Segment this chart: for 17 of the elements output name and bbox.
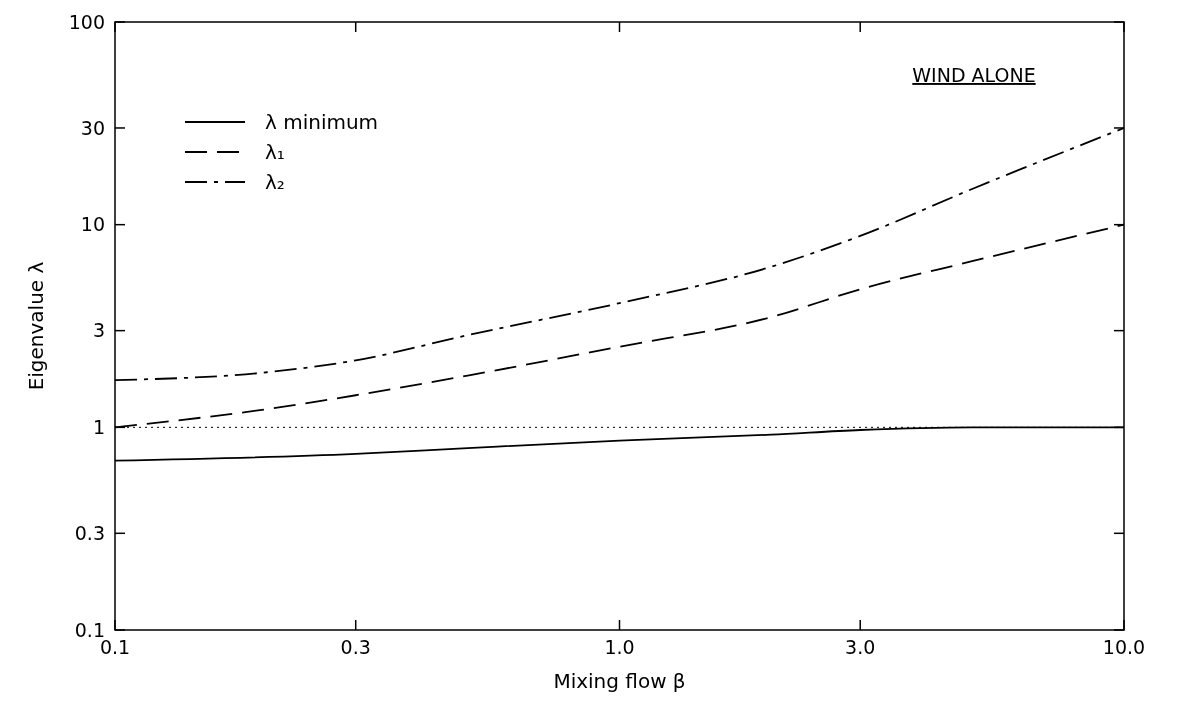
y-tick-label: 1 — [92, 415, 105, 438]
x-axis-title: Mixing flow β — [553, 669, 686, 693]
legend-label: λ₂ — [265, 170, 285, 194]
x-tick-label: 3.0 — [845, 636, 876, 658]
x-tick-label: 0.3 — [340, 636, 371, 658]
y-tick-label: 30 — [80, 116, 105, 139]
x-tick-label: 1.0 — [604, 636, 635, 658]
y-tick-label: 3 — [92, 319, 105, 342]
y-tick-label: 0.3 — [74, 521, 105, 544]
legend-label: λ minimum — [265, 110, 379, 134]
x-tick-label: 10.0 — [1102, 636, 1146, 658]
y-tick-label: 0.1 — [74, 618, 105, 641]
annotation: WIND ALONE — [912, 64, 1036, 86]
y-axis-title: Eigenvalue λ — [24, 261, 48, 391]
y-tick-label: 100 — [68, 10, 105, 33]
legend-label: λ₁ — [265, 140, 285, 164]
y-tick-label: 10 — [80, 213, 105, 236]
